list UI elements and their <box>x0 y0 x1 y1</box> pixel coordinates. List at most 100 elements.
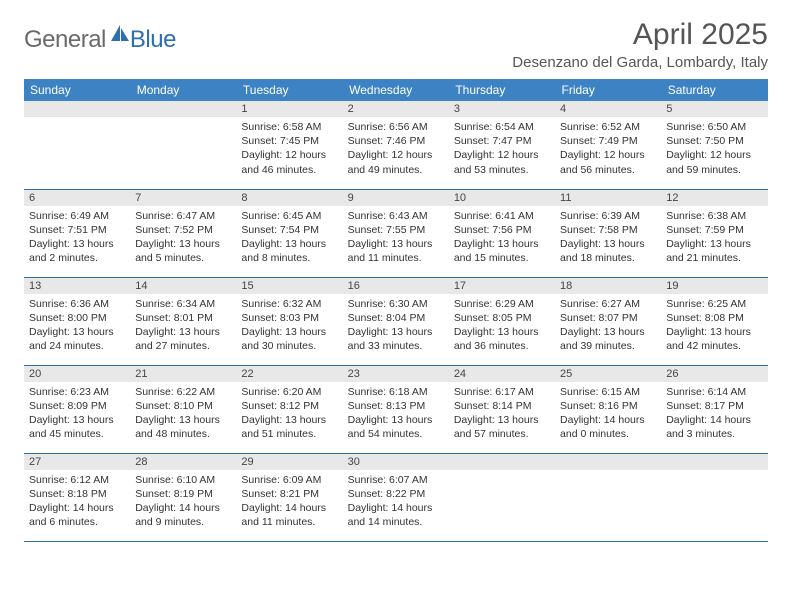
sunset-line: Sunset: 8:09 PM <box>29 399 125 413</box>
sunrise-line: Sunrise: 6:23 AM <box>29 385 125 399</box>
day-content: Sunrise: 6:34 AMSunset: 8:01 PMDaylight:… <box>130 294 236 358</box>
calendar-table: SundayMondayTuesdayWednesdayThursdayFrid… <box>24 79 768 542</box>
sunrise-line: Sunrise: 6:29 AM <box>454 297 550 311</box>
day-content: Sunrise: 6:10 AMSunset: 8:19 PMDaylight:… <box>130 470 236 534</box>
sunrise-line: Sunrise: 6:09 AM <box>241 473 337 487</box>
daylight-line: Daylight: 13 hours and 36 minutes. <box>454 325 550 353</box>
day-number-band: 1 <box>236 101 342 117</box>
day-content: Sunrise: 6:27 AMSunset: 8:07 PMDaylight:… <box>555 294 661 358</box>
sunrise-line: Sunrise: 6:14 AM <box>666 385 762 399</box>
day-content: Sunrise: 6:41 AMSunset: 7:56 PMDaylight:… <box>449 206 555 270</box>
sunset-line: Sunset: 8:13 PM <box>348 399 444 413</box>
day-number-band: 5 <box>661 101 767 117</box>
location-label: Desenzano del Garda, Lombardy, Italy <box>512 54 768 71</box>
day-content: Sunrise: 6:50 AMSunset: 7:50 PMDaylight:… <box>661 117 767 181</box>
calendar-day-cell: 18Sunrise: 6:27 AMSunset: 8:07 PMDayligh… <box>555 277 661 365</box>
day-content: Sunrise: 6:58 AMSunset: 7:45 PMDaylight:… <box>236 117 342 181</box>
day-content <box>555 470 661 477</box>
daylight-line: Daylight: 13 hours and 48 minutes. <box>135 413 231 441</box>
calendar-body: 1Sunrise: 6:58 AMSunset: 7:45 PMDaylight… <box>24 101 768 541</box>
daylight-line: Daylight: 13 hours and 42 minutes. <box>666 325 762 353</box>
calendar-day-cell: 22Sunrise: 6:20 AMSunset: 8:12 PMDayligh… <box>236 365 342 453</box>
day-number-band: 26 <box>661 366 767 382</box>
sunrise-line: Sunrise: 6:27 AM <box>560 297 656 311</box>
sunset-line: Sunset: 8:14 PM <box>454 399 550 413</box>
sunrise-line: Sunrise: 6:25 AM <box>666 297 762 311</box>
sunrise-line: Sunrise: 6:50 AM <box>666 120 762 134</box>
day-content: Sunrise: 6:52 AMSunset: 7:49 PMDaylight:… <box>555 117 661 181</box>
sunrise-line: Sunrise: 6:43 AM <box>348 209 444 223</box>
daylight-line: Daylight: 12 hours and 56 minutes. <box>560 148 656 176</box>
calendar-day-cell <box>661 453 767 541</box>
day-number-band: 13 <box>24 278 130 294</box>
sunset-line: Sunset: 8:07 PM <box>560 311 656 325</box>
sunrise-line: Sunrise: 6:18 AM <box>348 385 444 399</box>
day-number-band: 19 <box>661 278 767 294</box>
calendar-day-cell: 24Sunrise: 6:17 AMSunset: 8:14 PMDayligh… <box>449 365 555 453</box>
weekday-header: Friday <box>555 79 661 101</box>
calendar-day-cell: 5Sunrise: 6:50 AMSunset: 7:50 PMDaylight… <box>661 101 767 189</box>
day-content: Sunrise: 6:20 AMSunset: 8:12 PMDaylight:… <box>236 382 342 446</box>
day-content: Sunrise: 6:54 AMSunset: 7:47 PMDaylight:… <box>449 117 555 181</box>
day-content: Sunrise: 6:39 AMSunset: 7:58 PMDaylight:… <box>555 206 661 270</box>
sunrise-line: Sunrise: 6:39 AM <box>560 209 656 223</box>
day-content <box>449 470 555 477</box>
sunset-line: Sunset: 7:49 PM <box>560 134 656 148</box>
day-content: Sunrise: 6:45 AMSunset: 7:54 PMDaylight:… <box>236 206 342 270</box>
sunrise-line: Sunrise: 6:34 AM <box>135 297 231 311</box>
weekday-header: Tuesday <box>236 79 342 101</box>
sunrise-line: Sunrise: 6:36 AM <box>29 297 125 311</box>
logo-text-general: General <box>24 26 106 54</box>
day-content: Sunrise: 6:07 AMSunset: 8:22 PMDaylight:… <box>343 470 449 534</box>
calendar-day-cell: 21Sunrise: 6:22 AMSunset: 8:10 PMDayligh… <box>130 365 236 453</box>
calendar-day-cell: 23Sunrise: 6:18 AMSunset: 8:13 PMDayligh… <box>343 365 449 453</box>
sunset-line: Sunset: 8:18 PM <box>29 487 125 501</box>
calendar-day-cell: 30Sunrise: 6:07 AMSunset: 8:22 PMDayligh… <box>343 453 449 541</box>
sunset-line: Sunset: 8:00 PM <box>29 311 125 325</box>
sunset-line: Sunset: 8:08 PM <box>666 311 762 325</box>
calendar-day-cell: 11Sunrise: 6:39 AMSunset: 7:58 PMDayligh… <box>555 189 661 277</box>
sunset-line: Sunset: 8:17 PM <box>666 399 762 413</box>
day-content: Sunrise: 6:22 AMSunset: 8:10 PMDaylight:… <box>130 382 236 446</box>
day-number-band: 17 <box>449 278 555 294</box>
sunrise-line: Sunrise: 6:49 AM <box>29 209 125 223</box>
sunset-line: Sunset: 8:01 PM <box>135 311 231 325</box>
calendar-day-cell: 19 Sunrise: 6:25 AMSunset: 8:08 PMDayligh… <box>661 277 767 365</box>
calendar-day-cell <box>555 453 661 541</box>
daylight-line: Daylight: 13 hours and 51 minutes. <box>241 413 337 441</box>
sunset-line: Sunset: 8:03 PM <box>241 311 337 325</box>
logo-text-blue: Blue <box>130 26 176 54</box>
sunset-line: Sunset: 8:12 PM <box>241 399 337 413</box>
sunset-line: Sunset: 7:54 PM <box>241 223 337 237</box>
day-content: Sunrise: 6:17 AMSunset: 8:14 PMDaylight:… <box>449 382 555 446</box>
day-number-band: 9 <box>343 190 449 206</box>
daylight-line: Daylight: 14 hours and 9 minutes. <box>135 501 231 529</box>
sunrise-line: Sunrise: 6:12 AM <box>29 473 125 487</box>
sunrise-line: Sunrise: 6:58 AM <box>241 120 337 134</box>
day-number-band: 3 <box>449 101 555 117</box>
day-number-band <box>449 454 555 470</box>
day-number-band: 4 <box>555 101 661 117</box>
logo-sail-icon <box>110 24 130 47</box>
calendar-page: General Blue April 2025 Desenzano del Ga… <box>0 0 792 552</box>
sunset-line: Sunset: 7:47 PM <box>454 134 550 148</box>
daylight-line: Daylight: 12 hours and 46 minutes. <box>241 148 337 176</box>
day-content: Sunrise: 6:47 AMSunset: 7:52 PMDaylight:… <box>130 206 236 270</box>
day-content <box>661 470 767 477</box>
calendar-day-cell: 14Sunrise: 6:34 AMSunset: 8:01 PMDayligh… <box>130 277 236 365</box>
day-number-band <box>661 454 767 470</box>
sunset-line: Sunset: 8:04 PM <box>348 311 444 325</box>
daylight-line: Daylight: 13 hours and 18 minutes. <box>560 237 656 265</box>
day-number-band: 10 <box>449 190 555 206</box>
weekday-header: Monday <box>130 79 236 101</box>
calendar-day-cell: 6Sunrise: 6:49 AMSunset: 7:51 PMDaylight… <box>24 189 130 277</box>
sunrise-line: Sunrise: 6:17 AM <box>454 385 550 399</box>
day-number-band: 20 <box>24 366 130 382</box>
calendar-day-cell: 7Sunrise: 6:47 AMSunset: 7:52 PMDaylight… <box>130 189 236 277</box>
day-number-band: 18 <box>555 278 661 294</box>
brand-logo: General Blue <box>24 18 176 55</box>
daylight-line: Daylight: 13 hours and 11 minutes. <box>348 237 444 265</box>
sunrise-line: Sunrise: 6:22 AM <box>135 385 231 399</box>
day-number-band <box>555 454 661 470</box>
day-content: Sunrise: 6:09 AMSunset: 8:21 PMDaylight:… <box>236 470 342 534</box>
